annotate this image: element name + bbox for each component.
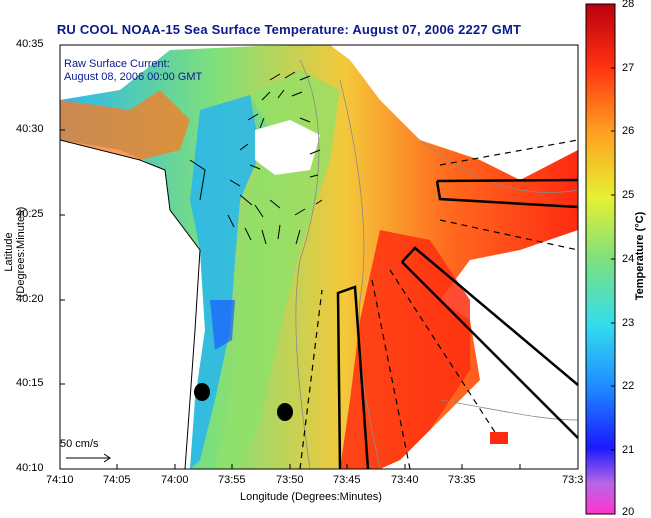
y-tick: 40:20 — [16, 293, 44, 305]
y-tick: 40:30 — [16, 123, 44, 135]
x-tick: 73:50 — [276, 474, 304, 486]
colorbar-tick: 27 — [622, 62, 635, 74]
current-date: August 08, 2006 00:00 GMT — [64, 71, 203, 83]
radar-sector-lines — [299, 139, 579, 470]
colorbar-ticks — [611, 3, 615, 515]
x-tick: 73:45 — [333, 474, 361, 486]
transect-boxes — [336, 178, 579, 470]
colorbar-tick: 25 — [622, 189, 635, 201]
x-tick: 74:05 — [103, 474, 131, 486]
y-axis-label: Latitude (Degrees:Minutes) — [3, 206, 27, 298]
bathymetry-contours — [295, 59, 579, 470]
coastline — [59, 45, 206, 470]
colorbar-tick: 28 — [622, 0, 635, 10]
colorbar — [585, 3, 616, 515]
colorbar-tick: 24 — [622, 253, 635, 265]
current-vectors — [227, 71, 323, 245]
plot-frame — [59, 44, 579, 470]
colorbar-tick: 26 — [622, 125, 635, 137]
mooring-marker — [194, 383, 210, 401]
colorbar-tick: 23 — [622, 317, 635, 329]
colorbar-label: Temperature (°C) — [634, 211, 646, 301]
scale-arrow — [66, 453, 111, 463]
x-tick: 73:55 — [218, 474, 246, 486]
colorbar-tick: 20 — [622, 506, 635, 518]
x-tick: 74:10 — [46, 474, 74, 486]
y-tick: 40:35 — [16, 38, 44, 50]
x-tick: 73:35 — [448, 474, 476, 486]
sst-field — [60, 45, 578, 469]
x-tick: 74:00 — [161, 474, 189, 486]
scale-label: 50 cm/s — [60, 438, 99, 450]
sst-patch — [490, 432, 508, 444]
x-axis-label: Longitude (Degrees:Minutes) — [240, 491, 382, 503]
x-tick: 73:3 — [562, 474, 584, 486]
y-tick: 40:25 — [16, 208, 44, 220]
y-tick: 40:15 — [16, 377, 44, 389]
colorbar-tick: 22 — [622, 380, 635, 392]
y-tick: 40:10 — [16, 462, 44, 474]
x-tick: 73:40 — [391, 474, 419, 486]
mooring-marker — [277, 403, 293, 421]
current-label: Raw Surface Current: — [64, 58, 170, 70]
map-title: RU COOL NOAA-15 Sea Surface Temperature:… — [56, 22, 522, 37]
colorbar-tick: 21 — [622, 444, 635, 456]
axis-ticks — [59, 44, 521, 470]
